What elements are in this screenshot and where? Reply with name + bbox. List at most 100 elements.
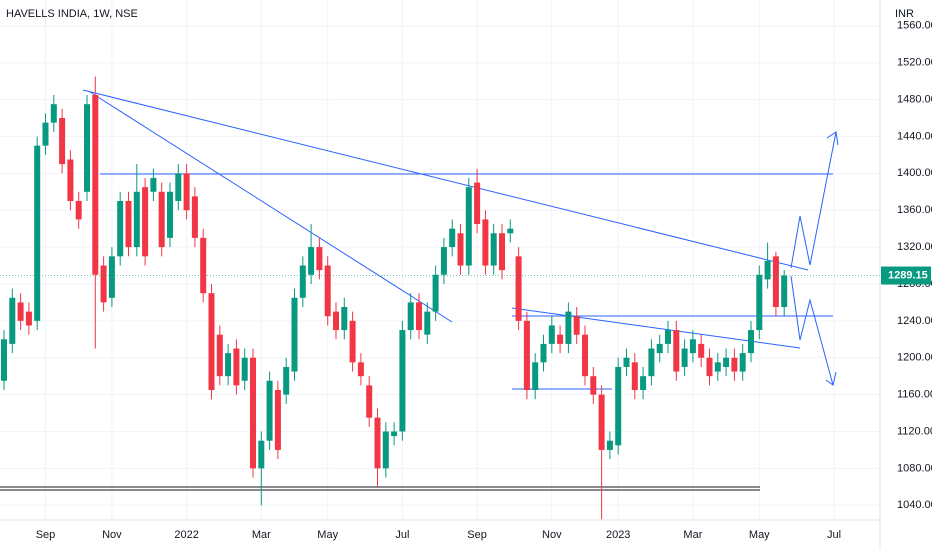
candle-body	[374, 417, 381, 469]
candle-body	[548, 325, 555, 344]
candle-body	[739, 353, 746, 372]
candle-body	[1, 339, 7, 381]
candle-body	[391, 431, 398, 437]
candle-body	[440, 247, 447, 275]
candle-body	[100, 265, 107, 303]
candle-body	[515, 256, 522, 321]
candle-body	[274, 390, 281, 450]
y-tick-label: 1400.00	[897, 167, 932, 179]
candle-body	[349, 320, 356, 363]
x-tick-label: Nov	[542, 529, 562, 541]
y-tick-label: 1200.00	[897, 352, 932, 364]
candle-body	[316, 247, 323, 271]
candle-body	[208, 293, 215, 390]
candle-body	[714, 362, 721, 372]
candle-body	[648, 348, 655, 377]
candle-body	[582, 334, 588, 377]
y-tick-label: 1520.00	[897, 57, 932, 69]
arrow-head	[826, 131, 839, 146]
y-tick-label: 1240.00	[897, 315, 932, 327]
candle-body	[781, 275, 788, 308]
currency-label: INR	[895, 8, 914, 20]
candle-body	[175, 173, 182, 201]
candle-body	[216, 334, 223, 377]
candle-body	[25, 311, 32, 326]
candle-body	[706, 357, 713, 377]
candle-body	[333, 311, 339, 331]
y-tick-label: 1320.00	[897, 241, 932, 253]
candle-body	[225, 353, 232, 377]
x-tick-label: Mar	[252, 529, 271, 541]
candle-body	[250, 357, 256, 469]
candle-body	[142, 187, 149, 257]
grid	[0, 0, 880, 520]
candle-body	[656, 343, 663, 354]
candle-body	[9, 297, 16, 344]
candle-body	[17, 302, 24, 321]
candle-body	[108, 256, 115, 298]
candle-body	[665, 330, 671, 344]
candle-body	[42, 122, 49, 146]
candle-body	[158, 191, 165, 248]
y-tick-label: 1360.00	[897, 204, 932, 216]
candle-body	[640, 376, 647, 390]
candle-body	[133, 191, 140, 248]
time-axis-bg	[0, 520, 880, 550]
candle-body	[50, 104, 57, 123]
candle-body	[283, 366, 290, 395]
candle-body	[150, 177, 157, 192]
candle-body	[357, 362, 364, 377]
x-tick-label: Sep	[467, 529, 487, 541]
candle-body	[590, 376, 597, 395]
chart-title: HAVELLS INDIA, 1W, NSE	[6, 8, 138, 20]
candle-body	[125, 200, 132, 248]
y-tick-label: 1480.00	[897, 93, 932, 105]
last-price-box	[881, 266, 931, 285]
candle-body	[772, 256, 779, 308]
x-tick-label: 2023	[606, 529, 630, 541]
arrow-head	[825, 371, 837, 386]
y-tick-label: 1080.00	[897, 462, 932, 474]
x-tick-label: Sep	[36, 529, 56, 541]
x-tick-label: Mar	[683, 529, 702, 541]
y-tick-label: 1120.00	[897, 425, 932, 437]
x-tick-label: May	[749, 529, 770, 541]
candle-body	[490, 233, 497, 266]
candle-body	[59, 118, 66, 165]
candle-body	[631, 362, 638, 390]
y-tick-label: 1440.00	[897, 130, 932, 142]
candle-body	[291, 297, 298, 372]
candle-body	[457, 233, 464, 266]
candle-body	[573, 316, 580, 335]
x-tick-label: May	[317, 529, 338, 541]
last-price-label: 1289.15	[888, 269, 928, 281]
candle-body	[523, 320, 530, 390]
y-tick-label: 1560.00	[897, 20, 932, 32]
candle-body	[341, 307, 348, 331]
candle-body	[324, 265, 331, 317]
candle-body	[681, 348, 688, 367]
candle-body	[557, 334, 564, 344]
x-tick-label: 2022	[174, 529, 198, 541]
candle-body	[266, 380, 273, 441]
candle-body	[117, 200, 124, 257]
candle-body	[565, 311, 572, 344]
candle-body	[756, 274, 763, 331]
trend-line	[89, 91, 453, 323]
candle-body	[67, 159, 74, 201]
candle-body	[84, 104, 90, 192]
x-tick-label: Nov	[102, 529, 122, 541]
candle-body	[532, 362, 539, 390]
candle-body	[167, 191, 173, 238]
candle-body	[623, 357, 630, 367]
candle-body	[308, 247, 315, 275]
y-tick-label: 1160.00	[897, 389, 932, 401]
candle-body	[424, 311, 431, 335]
candles	[0, 76, 880, 520]
candle-body	[399, 330, 406, 432]
candle-body	[233, 348, 240, 386]
drawings	[0, 89, 839, 491]
candle-body	[34, 145, 41, 321]
